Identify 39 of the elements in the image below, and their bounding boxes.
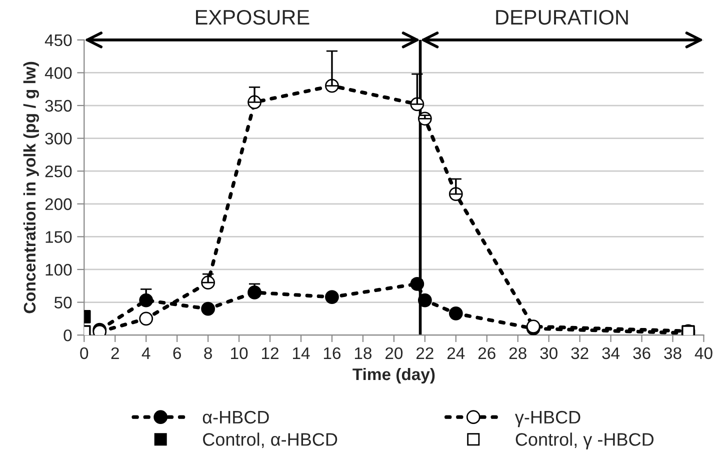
x-tick-label: 14 [292,347,310,359]
y-tick-label: 50 [54,296,72,308]
x-tick-label: 8 [204,347,212,360]
y-tick-label: 150 [46,231,72,243]
x-tick-label: 16 [324,347,341,360]
y-tick-label: 350 [45,100,72,112]
x-tick-label: 40 [694,347,712,360]
y-tick-label: 300 [45,132,72,145]
text: EXPOSURE [196,10,310,25]
legend-label: Control, γ -HBCD [516,432,654,450]
x-tick-label: 34 [602,347,620,360]
x-tick-label: 30 [540,347,558,360]
x-tick-label: 32 [571,347,588,360]
legend-label: α-HBCD [202,410,269,424]
x-tick-label: 36 [633,347,650,360]
legend-label: γ-HBCD [514,410,580,428]
x-tick-label: 20 [386,347,403,360]
legend-label: Control, α-HBCD [203,432,338,448]
x-tick-label: 0 [80,347,88,360]
y-tick-label: 200 [45,198,72,210]
x-tick-label: 24 [447,347,465,359]
y-tick-label: 0 [64,329,72,342]
y-axis-title: Concentration in yolk (pg / g lw) [23,62,39,314]
x-tick-label: 2 [111,347,119,359]
x-tick-label: 22 [416,347,434,359]
x-tick-label: 28 [509,347,526,360]
x-tick-label: 4 [142,347,150,359]
x-tick-label: 12 [262,347,278,359]
x-tick-label: 38 [664,347,682,360]
x-tick-label: 6 [173,347,181,360]
x-axis-title: Time (day) [352,368,435,384]
y-tick-label: 450 [44,34,72,46]
x-tick-label: 10 [231,347,248,360]
text: DEPURATION [496,10,628,25]
x-tick-label: 26 [478,347,496,360]
y-tick-label: 250 [45,166,72,178]
x-tick-label: 18 [354,347,372,360]
y-tick-label: 100 [46,264,72,276]
y-tick-label: 400 [44,67,72,79]
